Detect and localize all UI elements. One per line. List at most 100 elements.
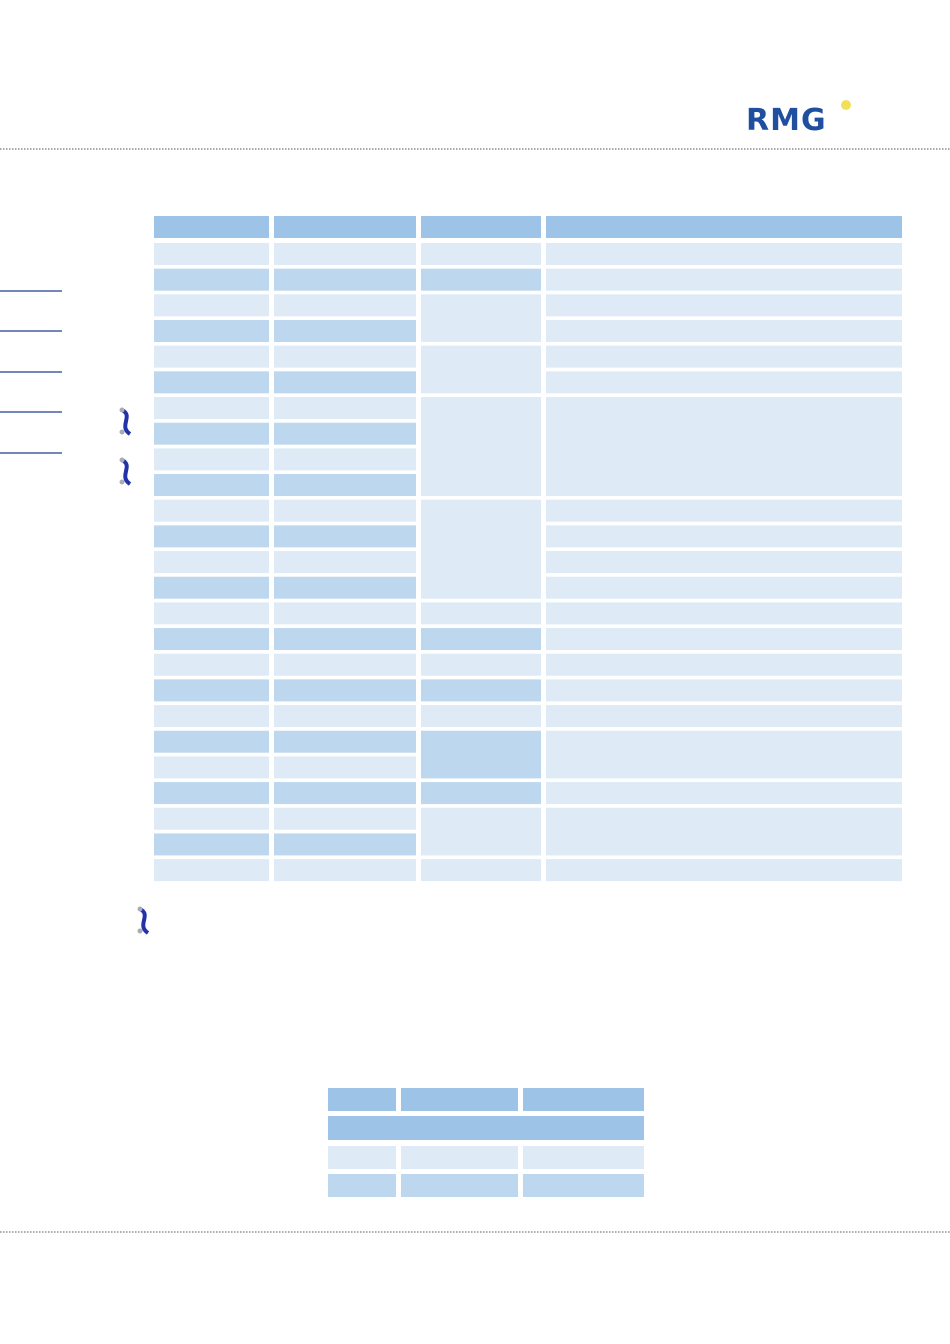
- cell: [328, 1174, 396, 1197]
- cell: [154, 653, 269, 676]
- margin-links: [0, 290, 62, 454]
- cell: [154, 705, 269, 728]
- cell: [154, 268, 269, 291]
- cell: [274, 602, 416, 625]
- cell: [274, 268, 416, 291]
- cell: [546, 499, 902, 522]
- note-icon-dot: [119, 479, 125, 485]
- cell: [154, 807, 269, 830]
- cell: [546, 602, 902, 625]
- cell: [274, 422, 416, 445]
- cell: [421, 499, 541, 599]
- cell: [154, 371, 269, 394]
- cell: [546, 525, 902, 548]
- header-cell: [523, 1088, 644, 1111]
- cell: [546, 730, 902, 779]
- cell: [154, 320, 269, 343]
- cell: [546, 268, 902, 291]
- cell: [401, 1146, 518, 1169]
- cell: [546, 679, 902, 702]
- cell: [274, 551, 416, 574]
- cell: [274, 397, 416, 420]
- cell: [274, 705, 416, 728]
- cell: [154, 294, 269, 317]
- cell: [546, 705, 902, 728]
- header-cell: [546, 216, 902, 238]
- logo: RMG: [746, 103, 827, 138]
- cell: [154, 499, 269, 522]
- cell: [154, 679, 269, 702]
- cell: [546, 576, 902, 599]
- note-icon: [138, 907, 150, 935]
- cell: [546, 294, 902, 317]
- cell: [421, 294, 541, 343]
- header-cell: [421, 216, 541, 238]
- cell: [154, 422, 269, 445]
- cell: [421, 243, 541, 265]
- cell: [274, 679, 416, 702]
- cell: [421, 653, 541, 676]
- cell: [274, 576, 416, 599]
- cell: [154, 628, 269, 651]
- cell: [154, 448, 269, 471]
- cell: [546, 628, 902, 651]
- cell: [154, 730, 269, 753]
- cell: [546, 782, 902, 805]
- cell: [523, 1174, 644, 1197]
- cell: [154, 576, 269, 599]
- cell: [274, 320, 416, 343]
- cell: [274, 499, 416, 522]
- header-cell: [274, 216, 416, 238]
- cell: [274, 448, 416, 471]
- cell: [421, 679, 541, 702]
- cell: [274, 345, 416, 368]
- cell: [154, 397, 269, 420]
- cell: [274, 628, 416, 651]
- cell: [154, 474, 269, 497]
- note-icon-dot: [137, 906, 143, 912]
- cell: [274, 782, 416, 805]
- cell: [274, 243, 416, 265]
- cell: [546, 320, 902, 343]
- span-cell: [328, 1116, 644, 1140]
- cell: [274, 807, 416, 830]
- header-cell: [401, 1088, 518, 1111]
- cell: [401, 1174, 518, 1197]
- cell: [274, 294, 416, 317]
- cell: [421, 345, 541, 394]
- cell: [546, 551, 902, 574]
- header-cell: [154, 216, 269, 238]
- cell: [274, 371, 416, 394]
- cell: [154, 243, 269, 265]
- cell: [274, 525, 416, 548]
- cell: [154, 782, 269, 805]
- note-icon: [120, 458, 132, 486]
- note-icon-dot: [137, 928, 143, 934]
- note-icon-dot: [119, 457, 125, 463]
- small-table: [328, 1088, 644, 1197]
- note-icon-dot: [119, 429, 125, 435]
- cell: [421, 705, 541, 728]
- cell: [421, 602, 541, 625]
- cell: [523, 1146, 644, 1169]
- cell: [274, 730, 416, 753]
- cell: [154, 859, 269, 882]
- cell: [546, 859, 902, 882]
- cell: [421, 628, 541, 651]
- cell: [274, 756, 416, 779]
- cell: [328, 1146, 396, 1169]
- icons: [119, 407, 150, 935]
- parameter-table: [154, 216, 902, 882]
- note-icon: [120, 408, 132, 436]
- cell: [274, 474, 416, 497]
- cell: [154, 551, 269, 574]
- cell: [546, 653, 902, 676]
- cell: [546, 345, 902, 368]
- note-icon-dot: [119, 407, 125, 413]
- cell: [154, 525, 269, 548]
- header-cell: [328, 1088, 396, 1111]
- cell: [154, 345, 269, 368]
- cell: [421, 730, 541, 779]
